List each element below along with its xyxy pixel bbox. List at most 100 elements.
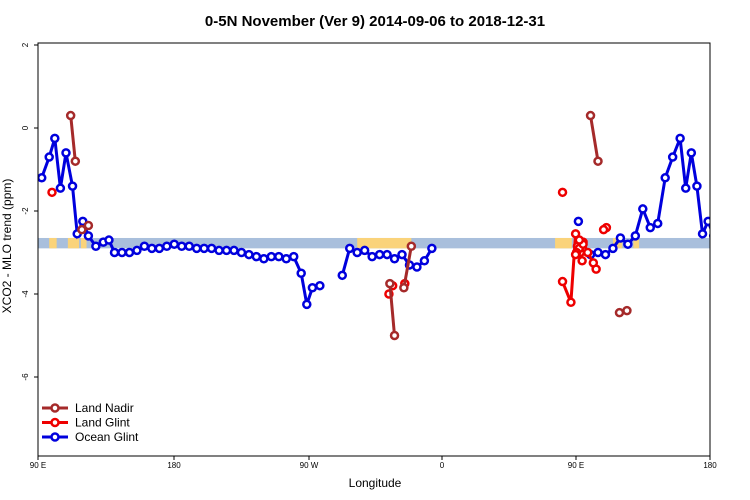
data-point	[675, 133, 685, 144]
data-point	[614, 307, 625, 318]
data-point	[718, 243, 725, 250]
data-point	[419, 256, 430, 266]
land-band-segment	[633, 237, 640, 249]
data-point	[367, 251, 377, 262]
data-point	[302, 299, 312, 310]
data-point	[67, 181, 78, 191]
x-tick-label: 90 E	[30, 461, 46, 470]
series-land-nadir	[65, 110, 632, 341]
data-point	[374, 249, 385, 260]
data-point	[288, 251, 299, 262]
series-line	[69, 115, 77, 162]
data-point	[573, 216, 584, 227]
data-point	[359, 245, 370, 256]
data-point	[406, 241, 417, 252]
data-point	[593, 156, 603, 166]
data-point	[109, 247, 120, 258]
y-tick-label: -6	[21, 373, 30, 381]
y-axis-label: XCO2 - MLO trend (ppm)	[0, 179, 14, 314]
data-point	[104, 235, 114, 245]
data-point	[259, 253, 269, 264]
data-point	[147, 243, 157, 254]
series-line	[402, 246, 413, 289]
data-point	[221, 245, 232, 256]
data-point	[132, 245, 142, 256]
data-point	[281, 253, 292, 264]
data-point	[274, 251, 284, 262]
data-point	[139, 241, 150, 252]
data-point	[740, 249, 747, 256]
data-point	[697, 229, 708, 239]
data-point	[566, 297, 576, 308]
data-point	[191, 243, 202, 254]
data-point	[680, 183, 691, 193]
x-tick-label: 0	[440, 461, 445, 470]
data-point	[169, 239, 180, 249]
data-point	[199, 243, 209, 254]
data-point	[83, 220, 94, 231]
data-point	[229, 245, 239, 256]
land-band-segment	[555, 237, 572, 249]
legend-marker	[50, 417, 60, 428]
axes-layer: 90 E 180 90 W 0 90 E 180 2 0 -2 -4 -6	[21, 42, 717, 470]
data-point	[307, 283, 318, 293]
data-point	[50, 133, 60, 144]
y-tick-label: -4	[21, 290, 30, 298]
data-point	[397, 249, 407, 260]
plot-frame	[37, 42, 711, 457]
data-point	[251, 251, 262, 262]
x-tick-label: 180	[703, 461, 717, 470]
data-point	[337, 270, 348, 281]
data-point	[577, 256, 587, 266]
data-point	[117, 247, 127, 258]
data-point	[703, 216, 710, 227]
x-tick-label: 180	[167, 461, 181, 470]
data-point	[296, 268, 306, 278]
data-point	[557, 187, 568, 198]
land-band-segment	[49, 237, 57, 249]
data-point	[708, 233, 710, 239]
data-point	[412, 262, 422, 272]
data-point	[184, 241, 194, 252]
y-tick-label: 0	[21, 125, 30, 130]
data-point	[427, 243, 437, 254]
series-line	[590, 137, 710, 257]
legend-label: Land Nadir	[75, 401, 134, 415]
data-point	[389, 253, 400, 264]
data-point	[83, 231, 94, 241]
legend-label: Ocean Glint	[75, 430, 139, 444]
data-point	[608, 243, 618, 254]
data-point	[55, 183, 66, 193]
data-point	[557, 276, 568, 287]
data-point	[38, 173, 47, 183]
data-point	[645, 222, 656, 233]
y-tick-label: 2	[21, 42, 30, 47]
data-point	[124, 247, 135, 258]
data-point	[315, 280, 325, 291]
chart-title: 0-5N November (Ver 9) 2014-09-06 to 2018…	[205, 13, 545, 30]
data-point	[638, 204, 648, 214]
data-point	[399, 283, 409, 293]
land-band-segment	[67, 237, 80, 249]
legend-marker	[50, 432, 60, 442]
data-point	[660, 173, 670, 183]
data-point	[600, 249, 611, 260]
land-band-segment	[357, 237, 412, 249]
y-tick-label: -2	[21, 207, 30, 215]
data-point	[162, 241, 172, 252]
data-point	[725, 239, 732, 246]
series-layer	[38, 110, 747, 341]
series-land-glint	[47, 187, 612, 308]
data-point	[389, 330, 400, 341]
series-line	[388, 283, 396, 336]
data-point	[266, 251, 277, 262]
data-point	[630, 231, 641, 241]
data-point	[598, 224, 609, 235]
data-point	[385, 278, 395, 289]
data-point	[352, 247, 362, 258]
data-point	[91, 241, 101, 252]
data-point	[570, 249, 581, 260]
legend-marker	[50, 403, 60, 413]
